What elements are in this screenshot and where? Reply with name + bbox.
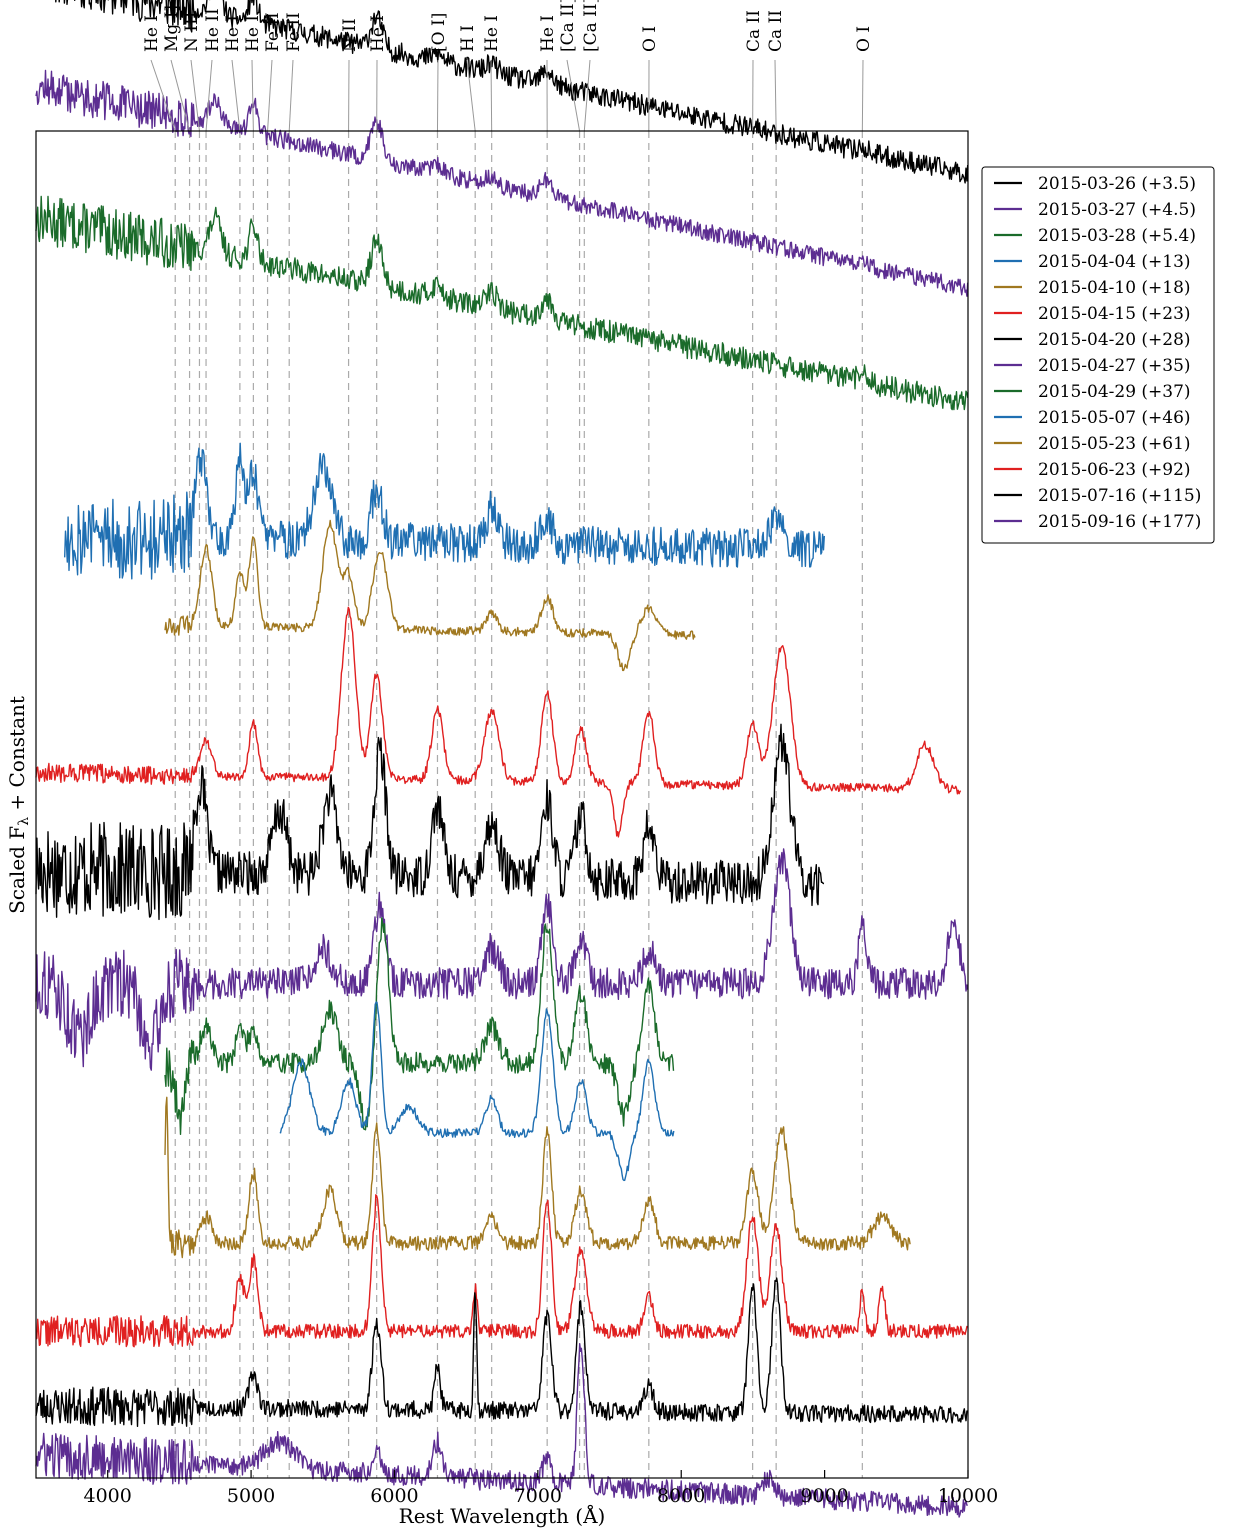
legend-entry: 2015-07-16 (+115) [1038, 486, 1201, 506]
label-leader [150, 59, 176, 132]
spectrum-6 [35, 723, 825, 921]
line-id-label: He I [368, 15, 388, 52]
line-id-label: He I [538, 15, 558, 52]
spectrum-1 [35, 69, 969, 297]
spectrum-5 [35, 606, 962, 838]
spectrum-0 [55, 0, 969, 184]
label-leader [231, 59, 241, 132]
spectrum-9 [279, 1001, 675, 1182]
label-leader [566, 59, 581, 132]
line-id-label: Ca II [766, 10, 786, 52]
legend-entry: 2015-03-27 (+4.5) [1038, 200, 1196, 220]
legend-entry: 2015-05-07 (+46) [1038, 408, 1191, 428]
spectrum-2 [35, 195, 969, 411]
spectrum-10 [164, 1096, 911, 1259]
plot-frame [35, 130, 969, 1479]
legend-entry: 2015-04-27 (+35) [1038, 356, 1191, 376]
spectrum-4 [164, 519, 696, 672]
label-leader [466, 59, 476, 132]
x-tick-label: 10000 [938, 1485, 998, 1507]
x-tick-label: 4000 [84, 1485, 132, 1507]
legend-entry: 2015-04-10 (+18) [1038, 278, 1191, 298]
label-leader [205, 59, 213, 132]
legend-box [981, 166, 1215, 544]
line-id-label: N II [340, 18, 360, 52]
spectra-series [35, 0, 969, 1518]
line-id-labels: He I Mg I] N III He II He I He I Fe II Fe II N I… [142, 0, 874, 132]
spectrum-11 [35, 1194, 968, 1348]
legend: 2015-03-26 (+3.5) 2015-03-27 (+4.5) 2015-0… [981, 166, 1215, 544]
x-tick-label: 6000 [370, 1485, 418, 1507]
line-id-label: He I [142, 15, 162, 52]
y-axis-label: Scaled Fλ + Constant [5, 696, 32, 914]
legend-entry: 2015-04-04 (+13) [1038, 252, 1191, 272]
label-leader [288, 59, 294, 132]
spectrum-3 [64, 442, 825, 580]
line-id-label: H I [458, 25, 478, 52]
spectrum-7 [35, 848, 969, 1071]
legend-entry: 2015-09-16 (+177) [1038, 512, 1201, 532]
label-leader [190, 59, 200, 132]
legend-entry: 2015-06-23 (+92) [1038, 460, 1191, 480]
x-tick-label: 8000 [657, 1485, 705, 1507]
line-id-label: He II [203, 8, 223, 52]
x-tick-label: 7000 [514, 1485, 562, 1507]
x-tick-label: 9000 [800, 1485, 848, 1507]
label-leader [267, 59, 273, 132]
label-leader [170, 59, 191, 132]
label-leader [861, 59, 864, 132]
legend-entry: 2015-03-28 (+5.4) [1038, 226, 1196, 246]
label-leader [436, 59, 439, 132]
label-leader [251, 59, 254, 132]
line-id-label: [Ca II] [581, 0, 601, 52]
line-id-label: Ca II [744, 10, 764, 52]
label-leader [583, 59, 591, 132]
spectrum-13 [35, 1343, 968, 1518]
legend-entry: 2015-04-20 (+28) [1038, 330, 1191, 350]
line-id-label: Mg I] [162, 5, 182, 52]
x-axis-ticks: 4000 5000 6000 7000 8000 9000 10000 [84, 1470, 998, 1507]
line-id-label: [O I] [429, 13, 449, 52]
legend-entry: 2015-04-29 (+37) [1038, 382, 1191, 402]
legend-entry: 2015-03-26 (+3.5) [1038, 174, 1196, 194]
label-leader [774, 59, 777, 132]
line-id-label: O I [640, 26, 660, 52]
line-id-label: O I [854, 26, 874, 52]
line-id-label: Fe II [263, 12, 283, 52]
spectrum-12 [35, 1277, 968, 1428]
x-tick-label: 5000 [227, 1485, 275, 1507]
line-id-label: N III [182, 12, 202, 52]
legend-entry: 2015-04-15 (+23) [1038, 304, 1191, 324]
x-axis-label: Rest Wavelength (Å) [399, 1503, 606, 1528]
label-leader [490, 59, 493, 132]
line-id-label: He I [482, 15, 502, 52]
spectrum-8 [164, 917, 675, 1136]
legend-entry: 2015-05-23 (+61) [1038, 434, 1191, 454]
line-id-label: Fe II [284, 12, 304, 52]
line-id-label: He I [223, 15, 243, 52]
line-id-label: He I [243, 15, 263, 52]
line-id-label: [Ca II] [558, 0, 578, 52]
